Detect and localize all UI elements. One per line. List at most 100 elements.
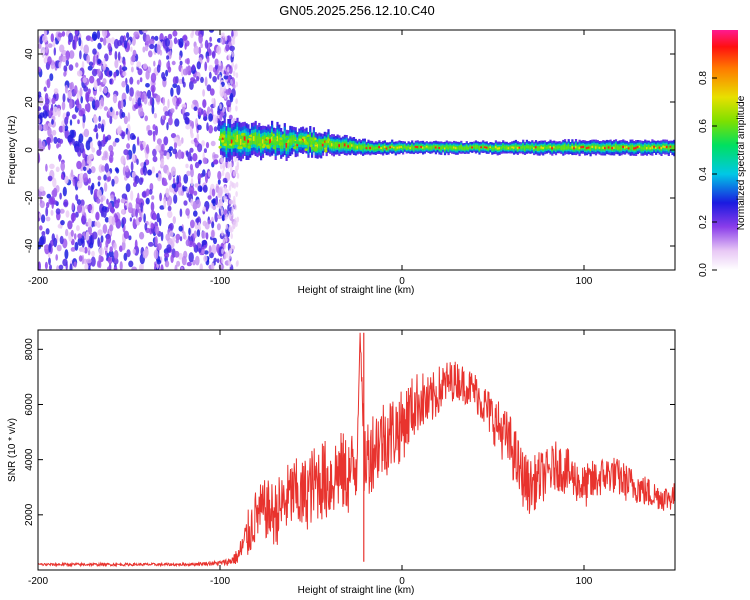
- noise-blob: [94, 99, 100, 109]
- signal-peak-segment: [382, 147, 385, 150]
- noise-blob: [62, 124, 65, 133]
- signal-peak-segment: [352, 144, 356, 148]
- noise-blob: [138, 216, 142, 223]
- noise-blob: [217, 74, 220, 80]
- noise-blob: [76, 70, 83, 77]
- noise-blob: [109, 78, 112, 85]
- signal-peak-segment: [629, 146, 632, 149]
- signal-hotspot: [327, 138, 331, 142]
- noise-blob: [65, 228, 69, 237]
- noise-blob: [144, 222, 148, 231]
- signal-peak-segment: [594, 146, 598, 149]
- noise-blob: [147, 129, 153, 136]
- noise-blob: [206, 84, 212, 92]
- noise-blob: [152, 124, 156, 131]
- noise-blob: [225, 251, 228, 258]
- noise-blob: [79, 87, 83, 98]
- noise-blob: [155, 94, 161, 103]
- signal-peak-segment: [503, 146, 507, 149]
- noise-blob: [182, 35, 188, 41]
- signal-peak-segment: [443, 147, 447, 150]
- noise-blob: [144, 44, 149, 52]
- noise-blob: [170, 133, 177, 139]
- signal-peak-segment: [494, 146, 497, 149]
- noise-blob: [97, 58, 102, 65]
- noise-blob: [160, 264, 164, 270]
- noise-blob: [198, 46, 202, 55]
- signal-peak-segment: [545, 146, 548, 149]
- signal-hotspot: [302, 136, 306, 140]
- noise-blob: [180, 190, 184, 196]
- noise-blob: [113, 257, 119, 265]
- noise-blob: [224, 93, 227, 99]
- signal-peak-segment: [538, 147, 541, 150]
- noise-blob: [168, 117, 173, 126]
- noise-blob: [218, 60, 222, 67]
- noise-blob: [165, 69, 169, 77]
- noise-blob: [152, 213, 157, 221]
- noise-blob: [190, 178, 194, 187]
- noise-blob: [123, 149, 129, 156]
- signal-hotspot: [324, 149, 328, 153]
- signal-peak-segment: [476, 146, 479, 148]
- noise-blob: [70, 229, 74, 237]
- signal-peak-segment: [655, 146, 658, 149]
- noise-blob: [85, 35, 92, 41]
- noise-blob: [171, 60, 176, 66]
- signal-hotspot: [284, 139, 288, 143]
- noise-blob: [220, 209, 224, 216]
- signal-peak-segment: [320, 144, 323, 148]
- noise-blob: [212, 114, 218, 125]
- noise-blob: [186, 187, 189, 194]
- signal-peak-segment: [314, 143, 317, 148]
- noise-blob: [230, 233, 233, 239]
- signal-hotspot: [247, 142, 251, 146]
- signal-hotspot: [235, 139, 239, 143]
- noise-blob: [235, 191, 238, 197]
- noise-blob: [142, 250, 148, 259]
- noise-blob: [102, 209, 107, 218]
- signal-peak-segment: [318, 143, 321, 147]
- signal-peak-segment: [618, 146, 621, 150]
- noise-blob: [97, 181, 101, 187]
- signal-hotspot: [270, 142, 274, 146]
- noise-blob: [85, 231, 90, 241]
- noise-blob: [44, 261, 48, 270]
- noise-blob: [154, 236, 158, 246]
- noise-blob: [207, 170, 211, 177]
- noise-blob: [225, 223, 228, 230]
- noise-blob: [192, 79, 197, 84]
- noise-blob: [156, 44, 161, 55]
- noise-blob: [189, 163, 193, 171]
- noise-blob: [47, 56, 52, 65]
- noise-blob: [138, 177, 143, 186]
- noise-blob: [231, 51, 234, 58]
- noise-blob: [103, 182, 108, 192]
- noise-blob: [221, 170, 225, 177]
- noise-blob: [151, 166, 156, 174]
- noise-blob: [188, 252, 194, 263]
- signal-peak-segment: [347, 145, 350, 148]
- y-tick-label: -40: [24, 238, 35, 253]
- noise-blob: [178, 225, 183, 232]
- noise-blob: [172, 216, 176, 225]
- noise-blob: [236, 260, 239, 266]
- noise-blob: [111, 216, 116, 226]
- noise-blob: [228, 199, 234, 205]
- noise-blob: [70, 169, 74, 178]
- noise-blob: [120, 99, 124, 109]
- noise-blob: [225, 44, 230, 52]
- noise-blob: [88, 177, 91, 184]
- noise-blob: [38, 212, 42, 219]
- noise-blob: [78, 255, 83, 262]
- noise-blob: [202, 184, 208, 193]
- noise-blob: [137, 192, 140, 203]
- noise-blob: [64, 249, 69, 260]
- noise-blob: [203, 148, 207, 154]
- signal-peak-segment: [523, 147, 527, 150]
- noise-blob: [64, 128, 69, 139]
- noise-blob: [152, 156, 158, 163]
- noise-blob: [172, 30, 178, 37]
- x-tick-label: 100: [576, 276, 593, 287]
- signal-peak-segment: [383, 145, 386, 148]
